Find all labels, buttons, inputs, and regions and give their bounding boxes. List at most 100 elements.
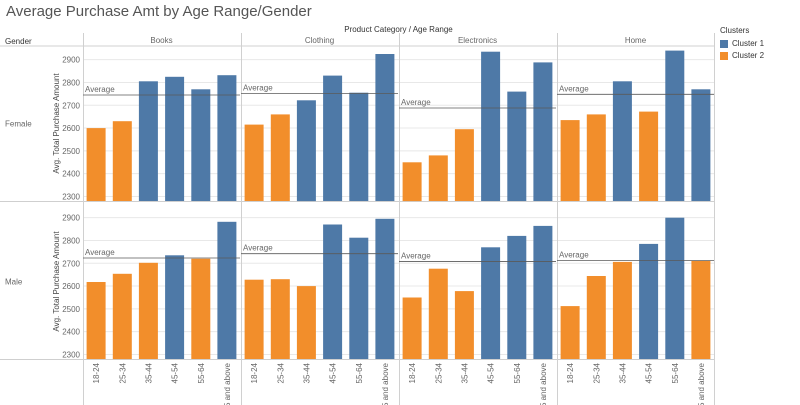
y-tick-label-female-2800: 2800 [62,78,80,87]
y-tick-label-male-2500: 2500 [62,305,80,314]
bar-male-books-65-and-above [217,221,237,359]
bar-female-clothing-45-54 [323,75,343,201]
x-tick-label-electronics-25-34: 25-34 [434,362,443,383]
x-tick-label-clothing-35-44: 35-44 [302,362,311,383]
x-tick-label-home-35-44: 35-44 [618,362,627,383]
x-tick-label-home-25-34: 25-34 [592,362,601,383]
bar-male-books-25-34 [112,273,132,360]
bar-female-books-55-64 [191,89,211,201]
chart-title: Average Purchase Amt by Age Range/Gender [6,3,312,20]
y-axis-title-female: Avg. Total Purchase Amount [52,73,61,174]
y-tick-label-female-2400: 2400 [62,170,80,179]
bar-male-electronics-65-and-above [533,225,553,359]
y-tick-label-male-2300: 2300 [62,350,80,359]
y-tick-label-female-2600: 2600 [62,124,80,133]
y-tick-label-male-2400: 2400 [62,328,80,337]
bar-female-home-65-and-above [691,89,711,201]
bar-male-books-35-44 [138,262,158,359]
bar-female-clothing-55-64 [349,92,369,201]
bar-male-clothing-25-34 [270,279,290,359]
y-tick-label-male-2900: 2900 [62,214,80,223]
bar-female-home-45-54 [639,111,659,201]
x-tick-label-electronics-35-44: 35-44 [460,362,469,383]
bar-male-electronics-18-24 [402,297,422,359]
bar-female-electronics-35-44 [454,129,474,201]
bar-female-electronics-18-24 [402,162,422,202]
legend-label-cluster-1: Cluster 1 [732,39,765,48]
x-tick-label-clothing-25-34: 25-34 [276,362,285,383]
x-tick-label-books-45-54: 45-54 [171,362,180,383]
bar-male-home-65-and-above [691,261,711,359]
bar-male-home-18-24 [560,306,580,359]
average-label-female-home: Average [559,84,589,93]
y-tick-label-male-2600: 2600 [62,282,80,291]
y-tick-label-female-2300: 2300 [62,192,80,201]
x-tick-label-books-35-44: 35-44 [144,362,153,383]
bar-female-home-18-24 [560,120,580,201]
x-tick-label-home-45-54: 45-54 [645,362,654,383]
bar-male-books-55-64 [191,258,211,359]
average-label-male-books: Average [85,248,115,257]
bar-female-clothing-35-44 [296,100,316,202]
x-tick-label-electronics-65-and-above: 65 and above [539,362,548,405]
bar-female-books-65-and-above [217,75,237,201]
bar-male-electronics-35-44 [454,291,474,359]
legend-title: Clusters [720,26,750,35]
average-label-male-home: Average [559,251,589,260]
panel-header-clothing: Clothing [305,36,334,45]
x-tick-label-electronics-45-54: 45-54 [487,362,496,383]
row-header: Gender [5,37,32,46]
x-tick-label-home-18-24: 18-24 [566,362,575,383]
bar-male-home-25-34 [586,276,606,359]
bar-female-clothing-25-34 [270,114,290,201]
bar-male-home-55-64 [665,217,685,359]
y-tick-label-male-2800: 2800 [62,236,80,245]
x-tick-label-clothing-55-64: 55-64 [355,362,364,383]
panel-header-electronics: Electronics [458,36,497,45]
x-tick-label-clothing-18-24: 18-24 [250,362,259,383]
bar-chart: Product Category / Age Range Gender Books C… [0,25,715,405]
bar-male-clothing-55-64 [349,237,369,359]
y-tick-label-female-2500: 2500 [62,147,80,156]
panel-header-home: Home [625,36,647,45]
bar-female-electronics-55-64 [507,91,527,201]
y-axis-title-male: Avg. Total Purchase Amount [52,231,61,332]
average-label-male-clothing: Average [243,244,273,253]
bar-male-home-45-54 [639,243,659,359]
bar-male-electronics-55-64 [507,235,527,359]
bar-male-books-45-54 [165,255,185,359]
y-tick-label-female-2700: 2700 [62,101,80,110]
x-tick-label-clothing-65-and-above: 65 and above [381,362,390,405]
x-tick-label-books-18-24: 18-24 [92,362,101,383]
x-tick-label-electronics-55-64: 55-64 [513,362,522,383]
average-label-female-books: Average [85,85,115,94]
x-tick-label-home-65-and-above: 65 and above [697,362,706,405]
y-tick-label-male-2700: 2700 [62,259,80,268]
bar-female-books-25-34 [112,121,132,201]
bar-female-books-35-44 [138,81,158,201]
bar-male-clothing-35-44 [296,286,316,359]
legend-item-cluster-2[interactable]: Cluster 2 [720,50,798,61]
bar-male-home-35-44 [612,261,632,359]
column-header: Product Category / Age Range [344,25,453,34]
bar-female-clothing-18-24 [244,124,264,201]
bar-female-electronics-25-34 [428,155,448,201]
bar-male-clothing-45-54 [323,224,343,359]
average-label-female-electronics: Average [401,98,431,107]
bar-female-books-18-24 [86,128,106,201]
x-tick-label-clothing-45-54: 45-54 [329,362,338,383]
bar-female-electronics-45-54 [481,51,501,202]
bar-female-electronics-65-and-above [533,62,553,202]
row-label-male: Male [5,278,23,287]
y-tick-label-female-2900: 2900 [62,56,80,65]
bar-male-clothing-65-and-above [375,218,395,359]
x-tick-label-electronics-18-24: 18-24 [408,362,417,383]
legend-item-cluster-1[interactable]: Cluster 1 [720,38,798,49]
x-tick-label-books-65-and-above: 65 and above [223,362,232,405]
panel-header-books: Books [150,36,172,45]
x-tick-label-books-55-64: 55-64 [197,362,206,383]
bar-male-electronics-25-34 [428,268,448,359]
x-tick-label-home-55-64: 55-64 [671,362,680,383]
bar-female-home-25-34 [586,114,606,201]
legend-swatch-cluster-2 [720,51,728,60]
